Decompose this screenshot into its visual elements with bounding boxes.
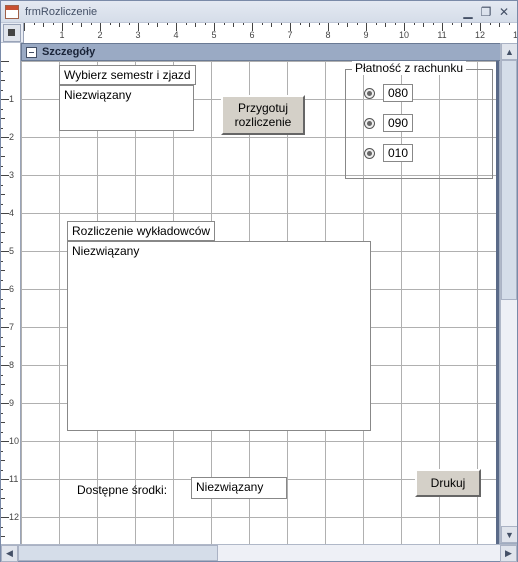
section-expander-icon[interactable] <box>26 47 37 58</box>
scroll-v-thumb[interactable] <box>501 60 517 300</box>
form-designer-window: frmRozliczenie ▁ ❐ ✕ 12345678910111213 1… <box>0 0 518 562</box>
print-button-label: Drukuj <box>431 476 466 490</box>
funds-label[interactable]: Dostępne środki: <box>77 481 167 499</box>
prepare-button-line2: rozliczenie <box>235 115 292 129</box>
print-button[interactable]: Drukuj <box>415 469 481 497</box>
detail-section-header[interactable]: Szczegóły <box>21 43 517 61</box>
scroll-right-icon[interactable]: ▶ <box>500 545 517 562</box>
lecturers-listbox[interactable]: Niezwiązany <box>67 241 371 431</box>
detail-section-area[interactable]: Wybierz semestr i zjazd Niezwiązany Przy… <box>21 61 499 544</box>
restore-button[interactable]: ❐ <box>477 4 495 20</box>
payment-option-2[interactable]: 010 <box>383 144 413 162</box>
scroll-h-track[interactable] <box>18 545 500 561</box>
payment-group-label: Płatność z rachunku <box>352 61 466 75</box>
radio-icon[interactable] <box>364 88 375 99</box>
design-canvas-wrap: Szczegóły Wybierz semestr i zjazd Niezwi… <box>21 43 517 544</box>
vertical-scrollbar[interactable]: ▲ ▼ <box>500 43 517 543</box>
scroll-down-icon[interactable]: ▼ <box>501 526 517 543</box>
semester-label[interactable]: Wybierz semestr i zjazd <box>59 65 196 85</box>
prepare-button-line1: Przygotuj <box>238 101 288 115</box>
funds-textbox[interactable]: Niezwiązany <box>191 477 287 499</box>
payment-option-0[interactable]: 080 <box>383 84 413 102</box>
top-ruler-bar: 12345678910111213 <box>1 23 517 43</box>
horizontal-ruler: 12345678910111213 <box>23 23 517 43</box>
close-button[interactable]: ✕ <box>495 4 513 20</box>
section-header-label: Szczegóły <box>42 46 95 58</box>
radio-icon[interactable] <box>364 118 375 129</box>
window-title: frmRozliczenie <box>25 6 459 18</box>
payment-groupbox[interactable]: Płatność z rachunku 080 090 010 <box>345 69 493 179</box>
scroll-v-track[interactable] <box>501 60 517 526</box>
payment-option-1[interactable]: 090 <box>383 114 413 132</box>
titlebar: frmRozliczenie ▁ ❐ ✕ <box>1 1 517 23</box>
form-icon <box>5 5 19 19</box>
scroll-left-icon[interactable]: ◀ <box>1 545 18 562</box>
scroll-h-thumb[interactable] <box>18 545 218 561</box>
minimize-button[interactable]: ▁ <box>459 4 477 20</box>
semester-combobox[interactable]: Niezwiązany <box>59 85 194 131</box>
lecturers-label[interactable]: Rozliczenie wykładowców <box>67 221 215 241</box>
vertical-ruler: 12345678910111213 <box>1 43 21 544</box>
radio-icon[interactable] <box>364 148 375 159</box>
form-selector[interactable] <box>3 24 21 42</box>
horizontal-scrollbar[interactable]: ◀ ▶ <box>1 544 517 561</box>
scroll-up-icon[interactable]: ▲ <box>501 43 517 60</box>
prepare-button[interactable]: Przygotuj rozliczenie <box>221 95 305 135</box>
